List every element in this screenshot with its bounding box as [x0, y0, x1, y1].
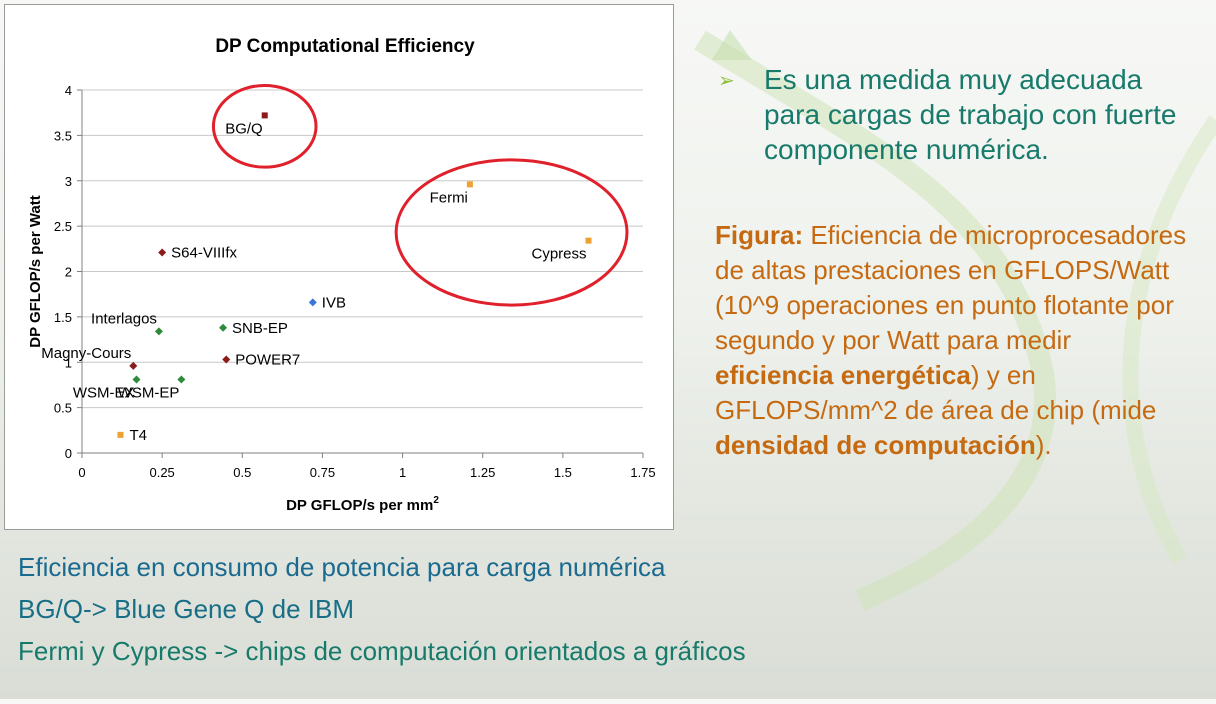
scatter-chart: DP Computational Efficiency 0 0.5 1 1.5 2 2.5… [27, 36, 656, 514]
point-t4 [117, 431, 124, 438]
y-tick-label: 0 [65, 446, 72, 461]
x-axis-label: DP GFLOP/s per mm2 [286, 495, 439, 514]
x-axis-label-superscript: 2 [433, 495, 439, 506]
x-tick-label: 0.75 [310, 465, 335, 480]
point-label-snb-ep: SNB-EP [232, 320, 288, 337]
tick-labels: 0 0.5 1 1.5 2 2.5 3 3.5 4 0 0.25 0.5 0.75 1 1.25 1.5 1.7… [54, 83, 656, 480]
y-tick-label: 0.5 [54, 401, 72, 416]
bottom-notes: Eficiencia en consumo de potencia para c… [18, 546, 1198, 672]
note-line-2: BG/Q-> Blue Gene Q de IBM [18, 594, 354, 624]
y-tick-label: 2.5 [54, 219, 72, 234]
y-tick-label: 4 [65, 83, 72, 98]
point-label-bg-q: BG/Q [225, 120, 263, 137]
y-tick-label: 1.5 [54, 310, 72, 325]
figure-caption: Figura: Eficiencia de microprocesadores … [715, 218, 1195, 463]
caption-label: Figura: [715, 220, 804, 250]
y-axis-label: DP GFLOP/s per Watt [27, 195, 44, 348]
data-points: BG/Q Fermi Cypress S64-VIIIfx IVB Interlagos S… [41, 112, 592, 444]
x-tick-label: 1.5 [554, 465, 572, 480]
point-label-t4: T4 [129, 427, 147, 444]
point-label-magny-cours: Magny-Cours [41, 345, 131, 362]
highlight-ellipse [394, 158, 629, 307]
point-bg-q [261, 112, 268, 119]
chart-panel: DP Computational Efficiency 0 0.5 1 1.5 2 2.5… [4, 4, 674, 530]
grid-lines [82, 89, 643, 409]
caption-text-1: Eficiencia de microprocesadores de altas… [715, 220, 1187, 355]
note-line-1: Eficiencia en consumo de potencia para c… [18, 552, 666, 582]
point-fermi [466, 181, 473, 188]
x-tick-label: 0.5 [233, 465, 251, 480]
point-label-cypress: Cypress [531, 246, 586, 263]
x-tick-label: 1.75 [630, 465, 655, 480]
point-label-fermi: Fermi [430, 189, 468, 206]
point-label-power7: POWER7 [235, 352, 300, 369]
x-tick-label: 1.25 [470, 465, 495, 480]
x-tick-label: 0.25 [149, 465, 174, 480]
x-axis-label-text: DP GFLOP/s per mm [286, 497, 433, 514]
point-s64-viiifx [158, 248, 167, 257]
arrow-bullet-icon: ➢ [718, 70, 735, 92]
point-wsm-ep [177, 375, 186, 384]
note-line-3: Fermi y Cypress -> chips de computación … [18, 636, 746, 666]
y-tick-label: 2 [65, 265, 72, 280]
y-tick-label: 3.5 [54, 128, 72, 143]
point-ivb [308, 298, 317, 307]
point-label-s64-viiifx: S64-VIIIfx [171, 244, 237, 261]
bullet-text: Es una medida muy adecuada para cargas d… [764, 64, 1177, 165]
point-label-interlagos: Interlagos [91, 310, 157, 327]
point-label-wsm-ep: WSM-EP [118, 384, 180, 401]
point-label-ivb: IVB [322, 294, 346, 311]
point-wsm-ex [132, 375, 141, 384]
point-interlagos [154, 327, 163, 336]
point-power7 [222, 355, 231, 364]
chart-title: DP Computational Efficiency [215, 36, 475, 57]
x-tick-label: 1 [399, 465, 406, 480]
point-cypress [585, 237, 592, 244]
highlight-circles [211, 83, 629, 307]
caption-text-2: ) y en GFLOPS/mm^2 de área de chip (mide [715, 360, 1157, 425]
point-magny-cours [129, 361, 138, 370]
caption-text-3: ). [1035, 430, 1052, 460]
axes [77, 89, 644, 458]
y-tick-label: 3 [65, 174, 72, 189]
caption-bold-2: densidad de computación [715, 430, 1036, 460]
y-tick-label: 1 [65, 355, 72, 370]
caption-bold-1: eficiencia energética [715, 360, 971, 390]
point-snb-ep [219, 323, 228, 332]
point-label-wsm-ex: WSM-EX [73, 384, 135, 401]
highlight-ellipse [211, 83, 318, 169]
x-tick-label: 0 [78, 465, 85, 480]
